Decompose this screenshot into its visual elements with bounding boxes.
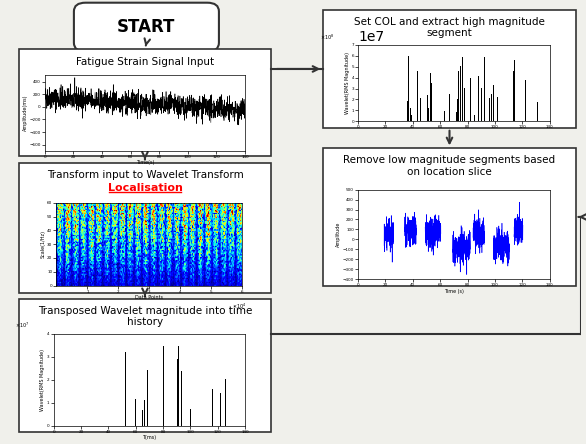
FancyBboxPatch shape [74, 3, 219, 52]
FancyBboxPatch shape [19, 299, 271, 432]
Text: Fatigue Strain Signal Input: Fatigue Strain Signal Input [76, 57, 214, 67]
Text: Localisation: Localisation [107, 183, 182, 193]
Text: Remove low magnitude segments based: Remove low magnitude segments based [343, 155, 556, 165]
Text: Set COL and extract high magnitude: Set COL and extract high magnitude [354, 17, 545, 27]
FancyBboxPatch shape [323, 148, 575, 285]
Text: segment: segment [427, 28, 472, 39]
Text: on location slice: on location slice [407, 166, 492, 177]
FancyBboxPatch shape [19, 163, 271, 293]
Text: Transform input to Wavelet Transform: Transform input to Wavelet Transform [46, 170, 243, 180]
FancyBboxPatch shape [323, 10, 575, 128]
Text: history: history [127, 317, 163, 327]
Text: START: START [117, 18, 176, 36]
FancyBboxPatch shape [19, 49, 271, 156]
Text: Transposed Wavelet magnitude into time: Transposed Wavelet magnitude into time [38, 306, 252, 316]
